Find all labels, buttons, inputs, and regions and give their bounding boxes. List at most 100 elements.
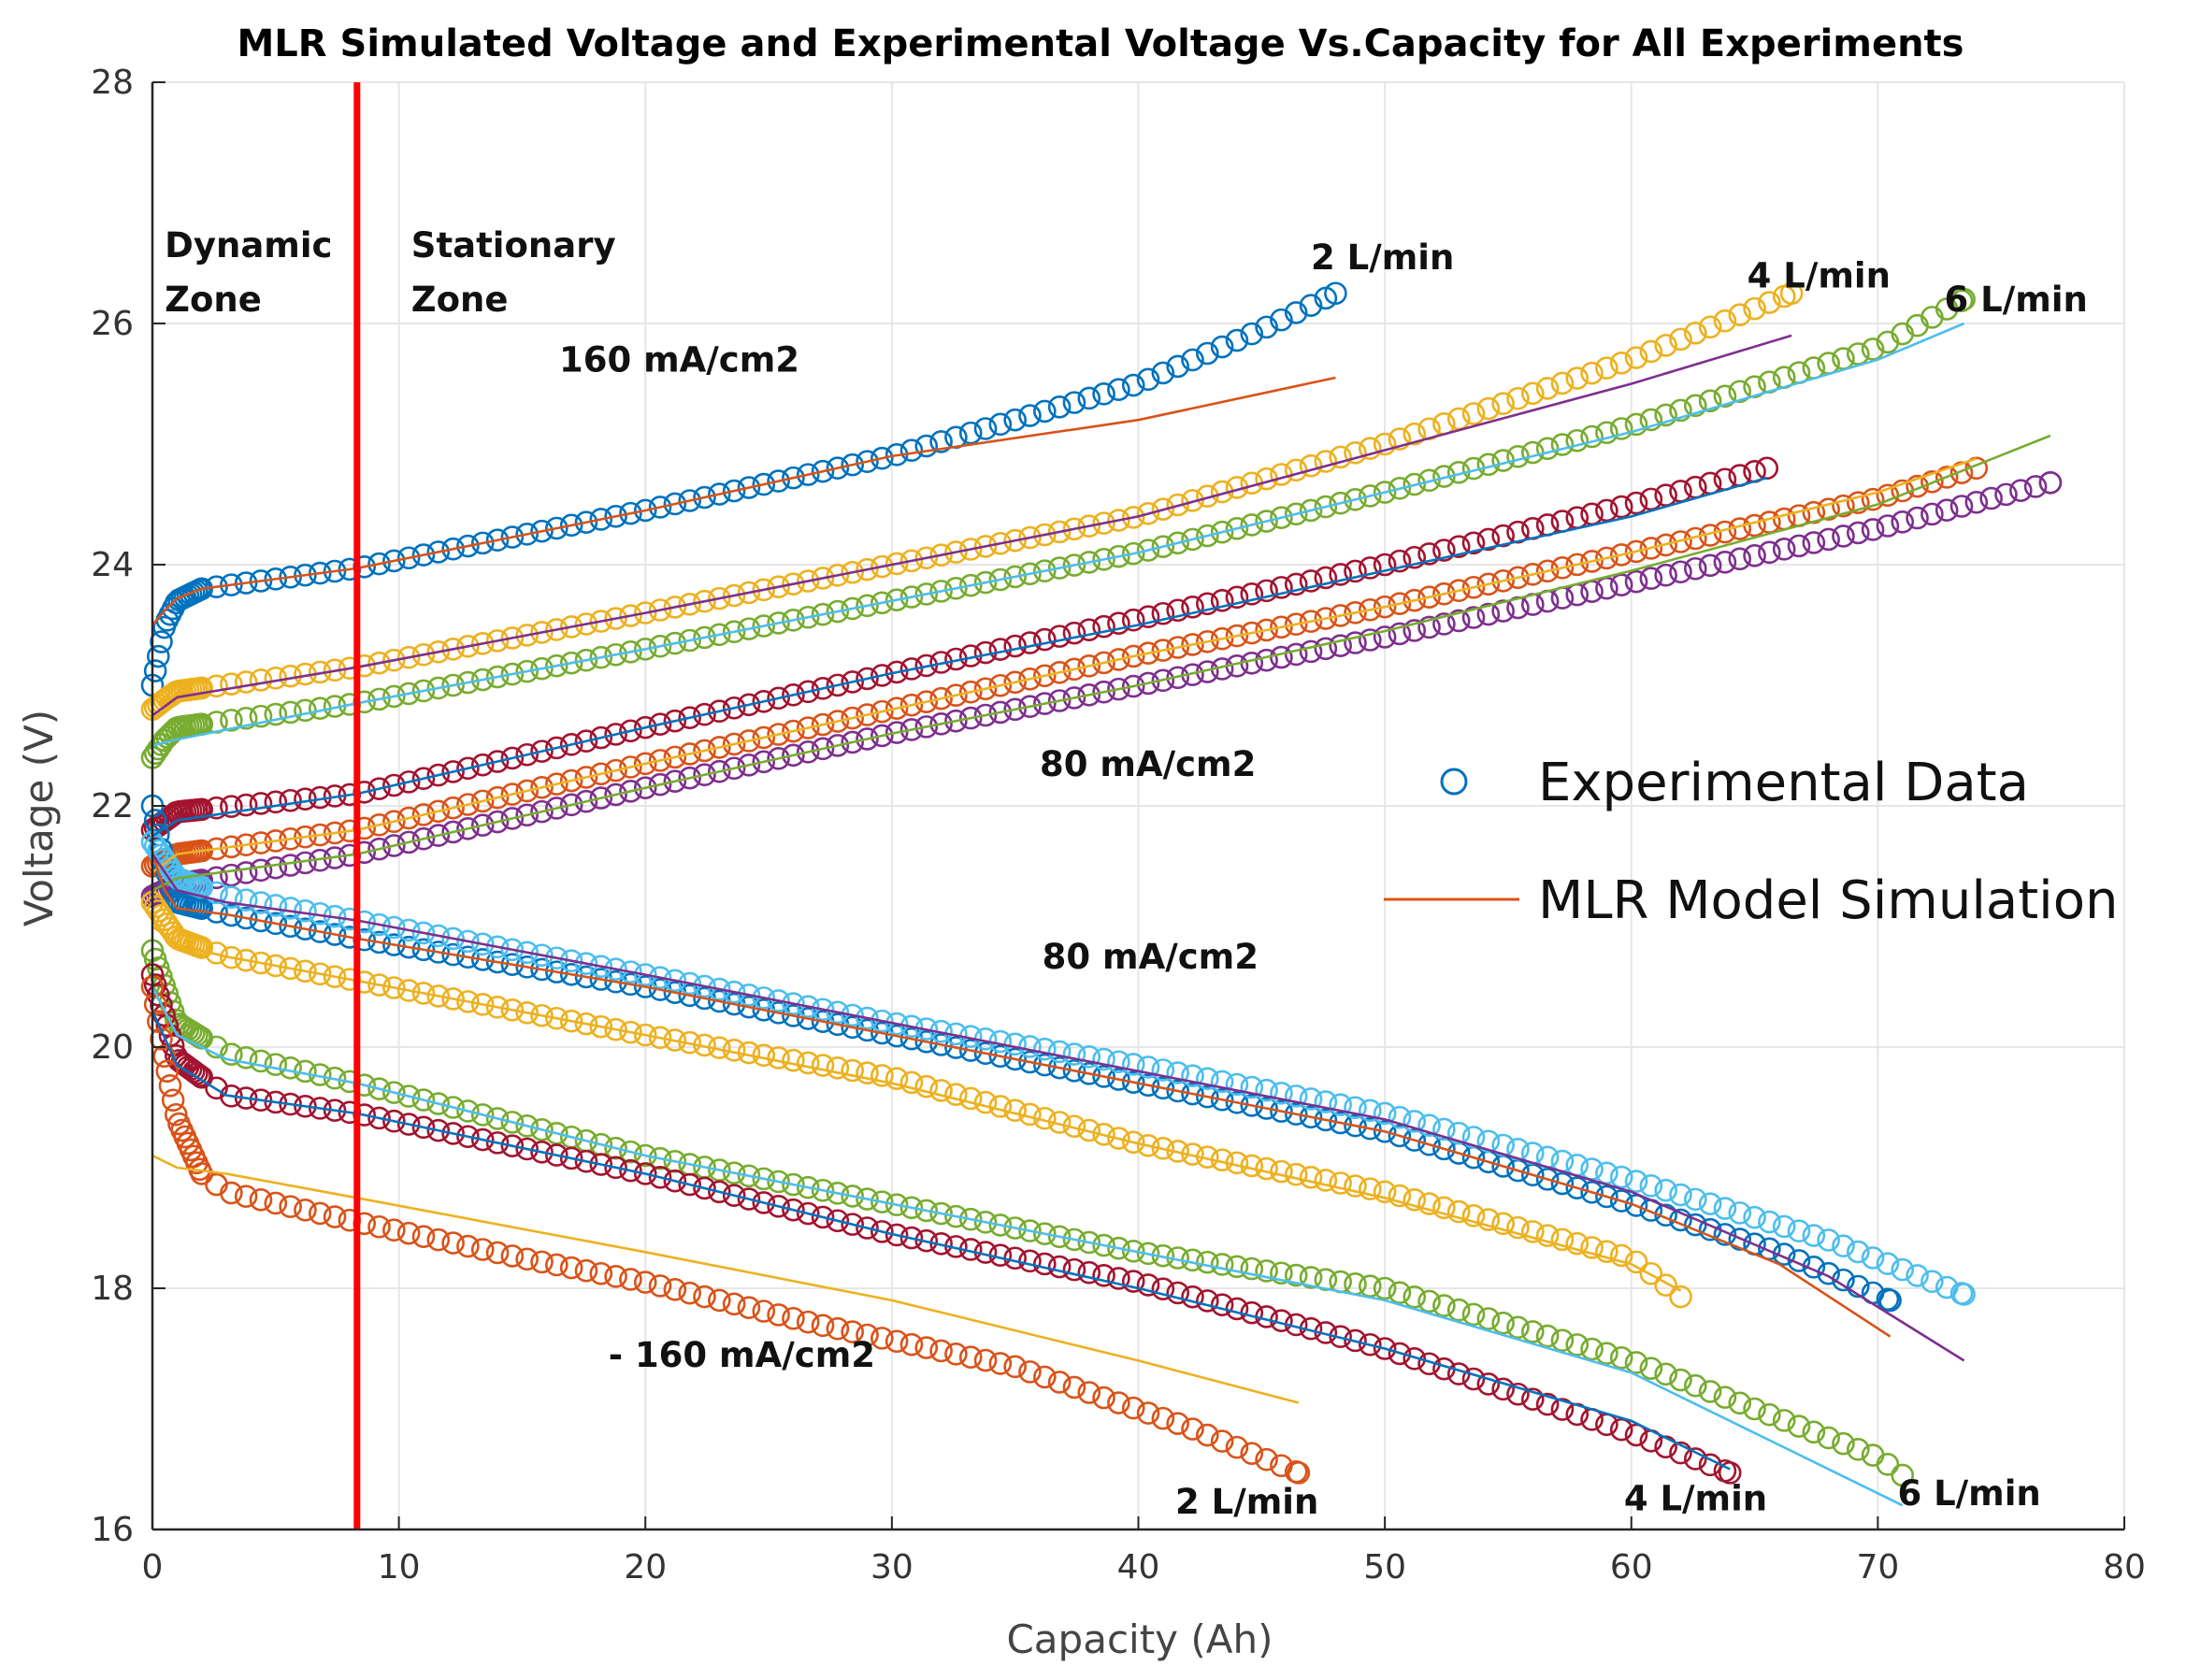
data-point (1373, 625, 1397, 649)
data-point (485, 1241, 510, 1265)
data-point (530, 1118, 554, 1142)
data-point (752, 689, 776, 713)
data-point (1121, 1070, 1145, 1094)
data-point (1609, 495, 1633, 519)
data-point (737, 1187, 761, 1211)
data-point (1047, 1040, 1072, 1064)
data-point (1550, 556, 1575, 580)
data-point (589, 725, 613, 750)
data-point (722, 756, 746, 781)
data-point (1388, 1342, 1412, 1366)
data-point (604, 1156, 627, 1180)
series-10-fit-line (151, 1010, 1731, 1471)
data-point (574, 1258, 598, 1283)
data-point (1136, 367, 1160, 392)
data-point (396, 979, 421, 1002)
data-point (323, 965, 347, 988)
data-point (1728, 1391, 1752, 1415)
data-point (1609, 543, 1633, 567)
data-point (1491, 1133, 1515, 1157)
data-point (441, 987, 465, 1011)
data-point (382, 976, 406, 999)
data-point (249, 951, 273, 975)
data-point (1388, 549, 1412, 573)
data-point (574, 789, 598, 813)
data-point (1166, 1079, 1189, 1103)
data-point (456, 793, 480, 816)
data-point (958, 1345, 983, 1369)
data-point (147, 1010, 170, 1033)
data-point (811, 1178, 835, 1202)
data-point (767, 747, 790, 770)
data-point (279, 827, 302, 851)
data-point (1432, 582, 1456, 606)
data-point (929, 1339, 953, 1363)
data-point (973, 417, 998, 440)
data-point (1092, 651, 1115, 675)
data-point (1033, 399, 1057, 424)
data-point (678, 1281, 702, 1305)
data-point (1550, 1228, 1575, 1252)
data-point (782, 466, 805, 490)
data-point (1196, 630, 1219, 653)
data-point (1329, 491, 1352, 515)
y-tick-label: 28 (91, 64, 134, 102)
data-point (1359, 1332, 1382, 1357)
data-point (811, 567, 835, 590)
data-point (1713, 1223, 1737, 1246)
data-point (1609, 1243, 1633, 1268)
data-point (1491, 524, 1515, 548)
data-point (841, 1003, 864, 1027)
data-point (1802, 1256, 1826, 1279)
series-1-experimental (140, 281, 1804, 722)
data-point (1077, 654, 1101, 678)
data-point (1299, 569, 1323, 593)
chart-title: MLR Simulated Voltage and Experimental V… (237, 22, 1964, 65)
data-point (1461, 606, 1486, 629)
data-point (870, 664, 894, 687)
data-point (1565, 1176, 1590, 1199)
data-point (500, 1111, 525, 1134)
data-point (841, 670, 864, 694)
data-point (678, 971, 702, 996)
data-point (1092, 614, 1115, 639)
data-point (1033, 1053, 1057, 1077)
data-point (545, 946, 568, 970)
data-point (1121, 506, 1145, 529)
data-point (1491, 1377, 1515, 1401)
data-point (1151, 535, 1175, 558)
data-point (1683, 322, 1707, 345)
data-point (559, 768, 583, 793)
data-point (367, 930, 391, 955)
data-point (1535, 1168, 1560, 1191)
data-point (1417, 1132, 1441, 1156)
data-point (752, 1167, 776, 1191)
data-point (411, 1225, 436, 1248)
annotation-label: 80 mA/cm2 (1043, 937, 1259, 977)
data-point (1003, 1216, 1027, 1240)
data-point (1033, 1365, 1057, 1389)
data-point (1270, 1159, 1293, 1184)
data-point (870, 554, 894, 579)
data-point (1506, 386, 1530, 410)
data-point (1491, 1212, 1515, 1236)
data-point (1698, 1192, 1722, 1215)
data-point (1417, 1192, 1441, 1215)
data-point (382, 915, 406, 940)
data-point (1728, 547, 1752, 571)
data-point (737, 1296, 761, 1319)
data-point (1550, 1171, 1575, 1196)
data-point (856, 557, 879, 582)
fit-lines (151, 322, 2051, 1507)
data-point (249, 1088, 273, 1113)
data-point (648, 1166, 672, 1189)
data-point (708, 759, 731, 783)
data-point (1018, 1219, 1042, 1242)
data-point (737, 729, 761, 753)
data-point (1077, 1230, 1101, 1255)
data-point (1388, 1281, 1412, 1304)
data-point (1136, 1242, 1160, 1266)
data-point (767, 686, 790, 711)
data-point (1299, 639, 1323, 664)
data-point (367, 1077, 391, 1100)
